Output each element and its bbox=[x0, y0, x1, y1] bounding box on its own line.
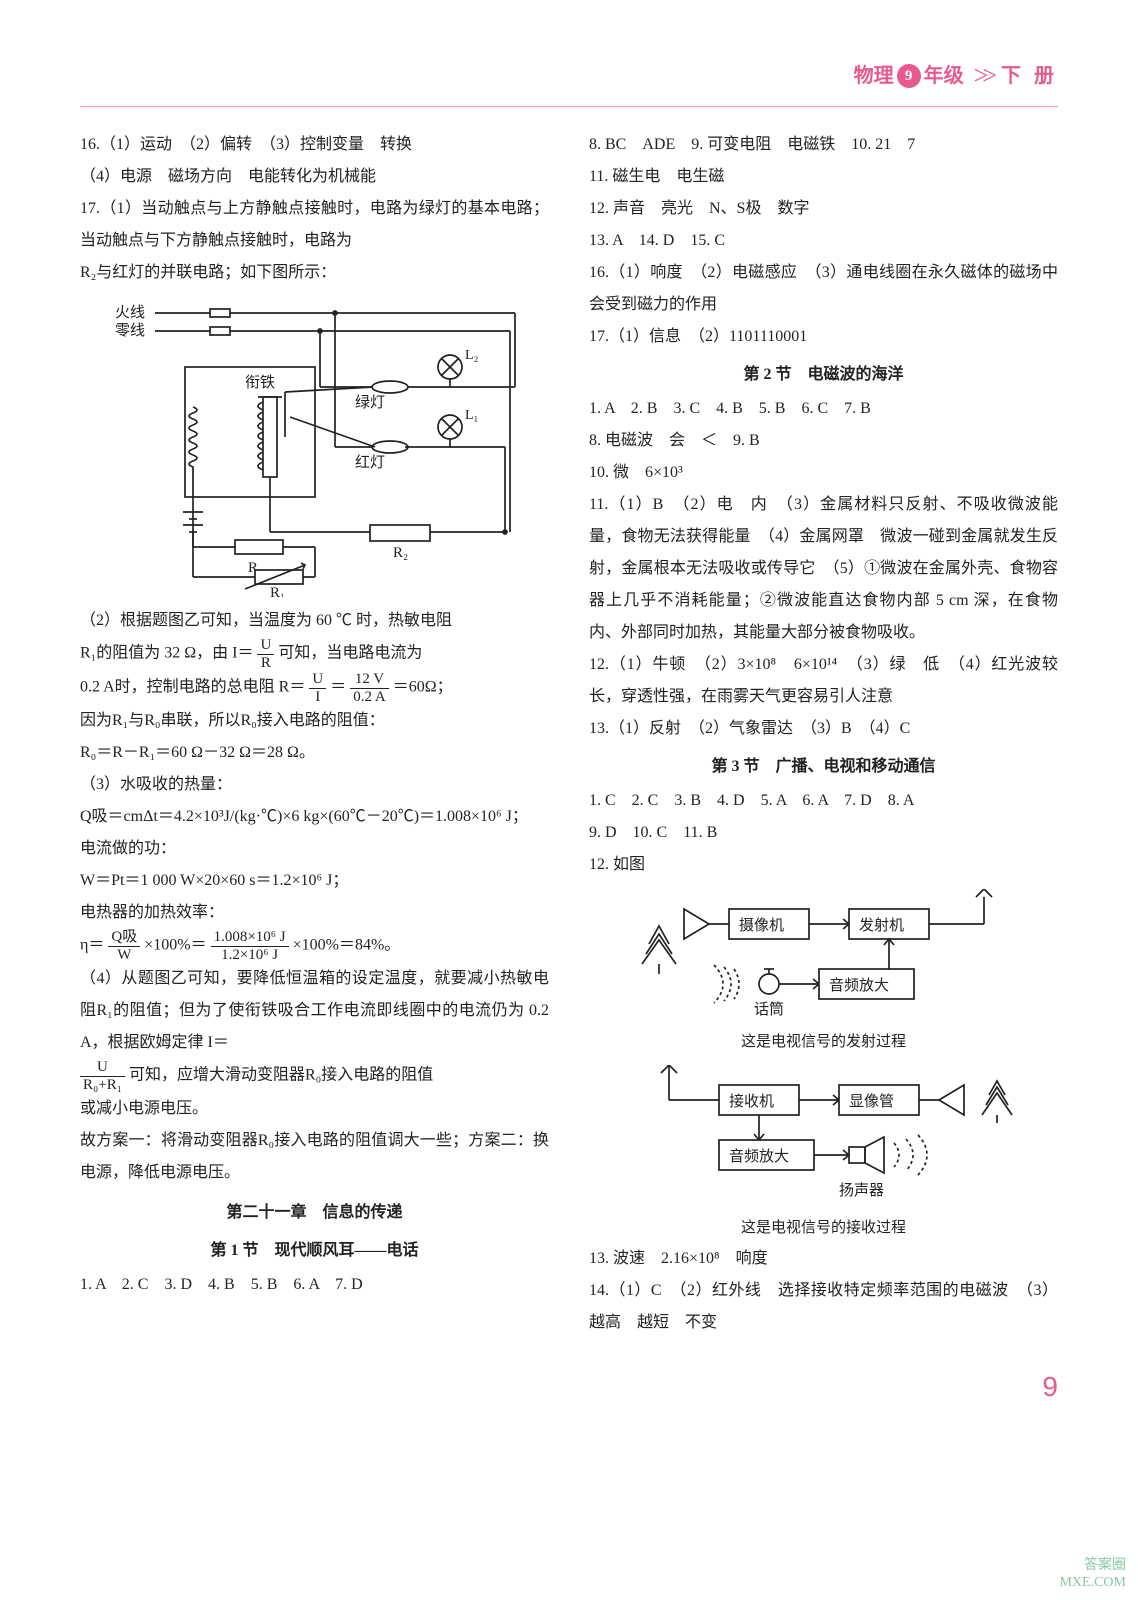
a3-13: 13. 波速 2.16×10⁸ 响度 bbox=[589, 1243, 1058, 1275]
frac-U-R: UR bbox=[257, 637, 274, 671]
zero-label: 零线 bbox=[115, 322, 145, 339]
amp-label: 音频放大 bbox=[829, 977, 889, 994]
a3-9: 9. D 10. C 11. B bbox=[589, 817, 1058, 849]
watermark: 答案圈 MXE.COM bbox=[1059, 1558, 1126, 1592]
mic-label: 话筒 bbox=[754, 1001, 784, 1018]
bulb-L2-icon bbox=[438, 355, 462, 379]
speaker-label: 扬声器 bbox=[839, 1181, 884, 1199]
L2-label: L₂ bbox=[465, 348, 479, 363]
circuit-diagram: 火线 零线 L₂ 绿灯 bbox=[80, 297, 549, 597]
p4c: 或减小电源电压。 bbox=[80, 1093, 549, 1125]
section-21-2-title: 第 2 节 电磁波的海洋 bbox=[589, 359, 1058, 391]
p4b: UR₀+R₁ 可知，应增大滑动变阻器R₀接入电路的阻值 bbox=[80, 1059, 549, 1093]
p2c: 0.2 A时，控制电路的总电阻 R＝ UI ＝ 12 V0.2 A ＝60Ω； bbox=[80, 671, 549, 705]
r-l13: 13. A 14. D 15. C bbox=[589, 225, 1058, 257]
a2-13: 13.（1）反射 （2）气象雷达 （3）B （4）C bbox=[589, 713, 1058, 745]
camera-label: 摄像机 bbox=[739, 917, 784, 934]
q17-line1: 17.（1）当动触点与上方静触点接触时，电路为绿灯的基本电路；当动触点与下方静触… bbox=[80, 193, 549, 257]
a3-12: 12. 如图 bbox=[589, 849, 1058, 881]
page-header: 物理 9 年级 >> 下 册 bbox=[80, 50, 1058, 107]
r-l11: 11. 磁生电 电生磁 bbox=[589, 161, 1058, 193]
grade-badge: 9 bbox=[897, 64, 921, 88]
right-column: 8. BC ADE 9. 可变电阻 电磁铁 10. 21 7 11. 磁生电 电… bbox=[589, 129, 1058, 1339]
p4a: （4）从题图乙可知，要降低恒温箱的设定温度，就要减小热敏电阻R₁的阻值；但为了使… bbox=[80, 963, 549, 1059]
tv-transmit-diagram: 摄像机 发射机 话筒 bbox=[589, 889, 1058, 1019]
left-column: 16.（1）运动 （2）偏转 （3）控制变量 转换 （4）电源 磁场方向 电能转… bbox=[80, 129, 549, 1339]
r-l12: 12. 声音 亮光 N、S极 数字 bbox=[589, 193, 1058, 225]
ans-21-1: 1. A 2. C 3. D 4. B 5. B 6. A 7. D bbox=[80, 1269, 549, 1301]
p3c: 电流做的功： bbox=[80, 833, 549, 865]
p2b: R₁的阻值为 32 Ω，由 I＝ UR 可知，当电路电流为 bbox=[80, 637, 549, 671]
p2a: （2）根据题图乙可知，当温度为 60 ℃ 时，热敏电阻 bbox=[80, 605, 549, 637]
tv-receive-diagram: 接收机 显像管 音频放大 扬声器 bbox=[589, 1065, 1058, 1205]
p4d: 故方案一：将滑动变阻器R₀接入电路的阻值调大一些；方案二：换电源，降低电源电压。 bbox=[80, 1125, 549, 1189]
p3e: 电热器的加热效率： bbox=[80, 897, 549, 929]
chapter-21-title: 第二十一章 信息的传递 bbox=[80, 1197, 549, 1229]
section-21-3-title: 第 3 节 广播、电视和移动通信 bbox=[589, 751, 1058, 783]
a3-1: 1. C 2. C 3. B 4. D 5. A 6. A 7. D 8. A bbox=[589, 785, 1058, 817]
receiver-label: 接收机 bbox=[729, 1093, 774, 1110]
a2-12: 12.（1）牛顿 （2）3×10⁸ 6×10¹⁴ （3）绿 低 （4）红光波较长… bbox=[589, 649, 1058, 713]
p2d: 因为R₁与R₀串联，所以R₀接入电路的阻值： bbox=[80, 705, 549, 737]
bulb-L1-icon bbox=[438, 415, 462, 439]
R2-label: R₂ bbox=[393, 545, 408, 561]
page-number: 9 bbox=[80, 1359, 1058, 1415]
a2-8: 8. 电磁波 会 ＜ 9. B bbox=[589, 425, 1058, 457]
fire-label: 火线 bbox=[115, 304, 145, 321]
display-label: 显像管 bbox=[849, 1093, 894, 1110]
p3d: W＝Pt＝1 000 W×20×60 s＝1.2×10⁶ J； bbox=[80, 865, 549, 897]
green-label: 绿灯 bbox=[355, 394, 385, 411]
a3-14: 14.（1）C （2）红外线 选择接收特定频率范围的电磁波 （3）越高 越短 不… bbox=[589, 1275, 1058, 1339]
p3f: η＝ Q吸W ×100%＝ 1.008×10⁶ J1.2×10⁶ J ×100%… bbox=[80, 929, 549, 963]
red-label: 红灯 bbox=[355, 454, 385, 471]
a2-10: 10. 微 6×10³ bbox=[589, 457, 1058, 489]
tv-rx-caption: 这是电视信号的接收过程 bbox=[589, 1213, 1058, 1243]
two-column-layout: 16.（1）运动 （2）偏转 （3）控制变量 转换 （4）电源 磁场方向 电能转… bbox=[80, 129, 1058, 1339]
a2-11: 11.（1）B （2）电 内 （3）金属材料只反射、不吸收微波能量，食物无法获得… bbox=[589, 489, 1058, 649]
q16-line1: 16.（1）运动 （2）偏转 （3）控制变量 转换 bbox=[80, 129, 549, 161]
r-l16: 16.（1）响度 （2）电磁感应 （3）通电线圈在永久磁体的磁场中会受到磁力的作… bbox=[589, 257, 1058, 321]
book-label: 下 册 bbox=[1001, 56, 1058, 96]
L1-label: L₁ bbox=[465, 408, 478, 423]
transmitter-label: 发射机 bbox=[859, 917, 904, 934]
p2e: R₀＝R－R₁＝60 Ω－32 Ω＝28 Ω。 bbox=[80, 737, 549, 769]
iron-label: 衔铁 bbox=[245, 374, 275, 391]
q17-line2: R₂与红灯的并联电路；如下图所示： bbox=[80, 257, 549, 289]
section-21-1-title: 第 1 节 现代顺风耳——电话 bbox=[80, 1235, 549, 1267]
grade-text: 年级 bbox=[924, 56, 964, 96]
amp2-label: 音频放大 bbox=[729, 1148, 789, 1165]
tv-tx-caption: 这是电视信号的发射过程 bbox=[589, 1027, 1058, 1057]
q16-line2: （4）电源 磁场方向 电能转化为机械能 bbox=[80, 161, 549, 193]
subject: 物理 bbox=[854, 56, 894, 96]
p3b: Q吸＝cmΔt＝4.2×10³J/(kg·℃)×6 kg×(60℃－20℃)＝1… bbox=[80, 801, 549, 833]
p3a: （3）水吸收的热量： bbox=[80, 769, 549, 801]
r-l8: 8. BC ADE 9. 可变电阻 电磁铁 10. 21 7 bbox=[589, 129, 1058, 161]
a2-1: 1. A 2. B 3. C 4. B 5. B 6. C 7. B bbox=[589, 393, 1058, 425]
arrow-icon: >> bbox=[974, 50, 991, 102]
R1-label: R₁ bbox=[270, 585, 285, 597]
r-l17: 17.（1）信息 （2）1101110001 bbox=[589, 321, 1058, 353]
